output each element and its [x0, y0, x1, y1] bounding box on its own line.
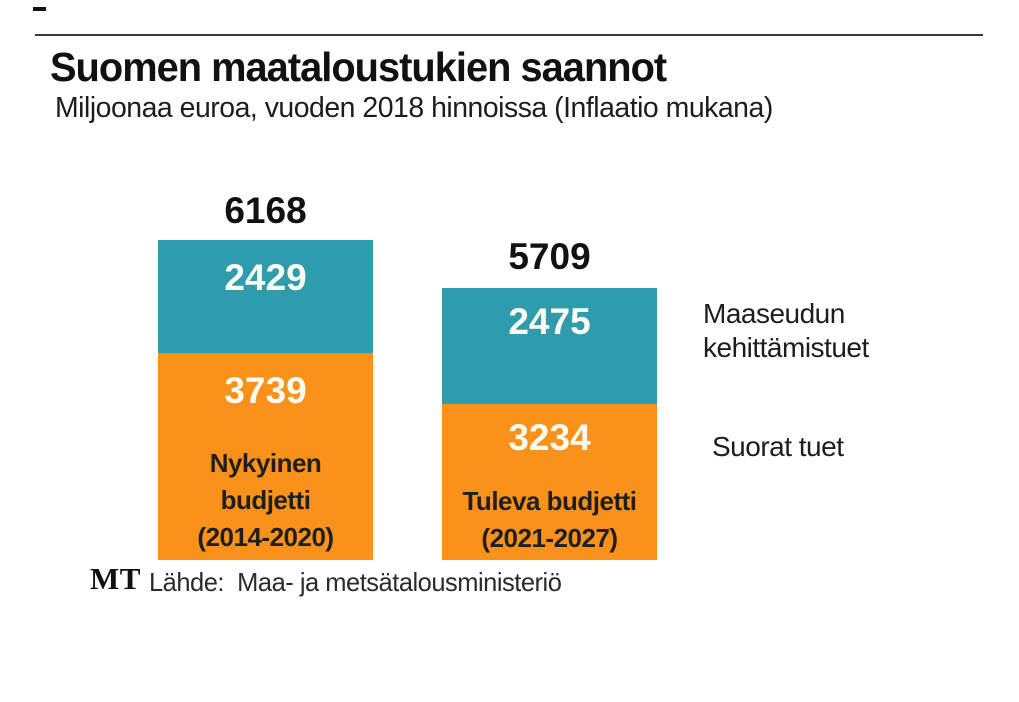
stacked-bar-current-budget: 2429 3739 Nykyinen budjetti (2014-2020): [158, 240, 373, 560]
bar2-rural-development-segment: [442, 288, 657, 404]
bar2-caption-line1: Tuleva budjetti: [462, 486, 637, 516]
bar2-total-label: 5709: [508, 236, 591, 277]
stacked-bar-future-budget: 2475 3234 Tuleva budjetti (2021-2027): [442, 288, 657, 560]
bar1-caption-line2: budjetti: [220, 485, 311, 515]
top-divider-line: [35, 34, 983, 36]
legend-rural-development: Maaseudun kehittämistuet: [703, 298, 869, 363]
legend-direct-support: Suorat tuet: [712, 431, 844, 462]
bar1-caption: Nykyinen budjetti (2014-2020): [158, 445, 373, 556]
bar1-direct-support-value: 3739: [224, 370, 307, 411]
bar2-rural-development-value: 2475: [508, 301, 591, 342]
bar1-rural-development-segment: [158, 240, 373, 353]
bar2-caption: Tuleva budjetti (2021-2027): [442, 483, 657, 557]
bar1-direct-support-segment: [158, 353, 373, 560]
bar1-total-label: 6168: [224, 190, 307, 231]
source-credit: Lähde: Maa- ja metsätalousministeriö: [149, 567, 562, 597]
bar2-direct-support-value: 3234: [508, 417, 591, 458]
bar1-caption-line3: (2014-2020): [197, 522, 334, 552]
bar2-caption-line2: (2021-2027): [481, 523, 618, 553]
page-title: Suomen maataloustukien saannot: [50, 44, 667, 90]
page-subtitle: Miljoonaa euroa, vuoden 2018 hinnoissa (…: [55, 92, 773, 124]
mt-logo: MT: [90, 561, 141, 596]
bar1-caption-line1: Nykyinen: [209, 448, 322, 478]
bar1-rural-development-value: 2429: [224, 257, 307, 298]
corner-crop-mark: [33, 7, 46, 11]
bar2-direct-support-segment: [442, 404, 657, 560]
